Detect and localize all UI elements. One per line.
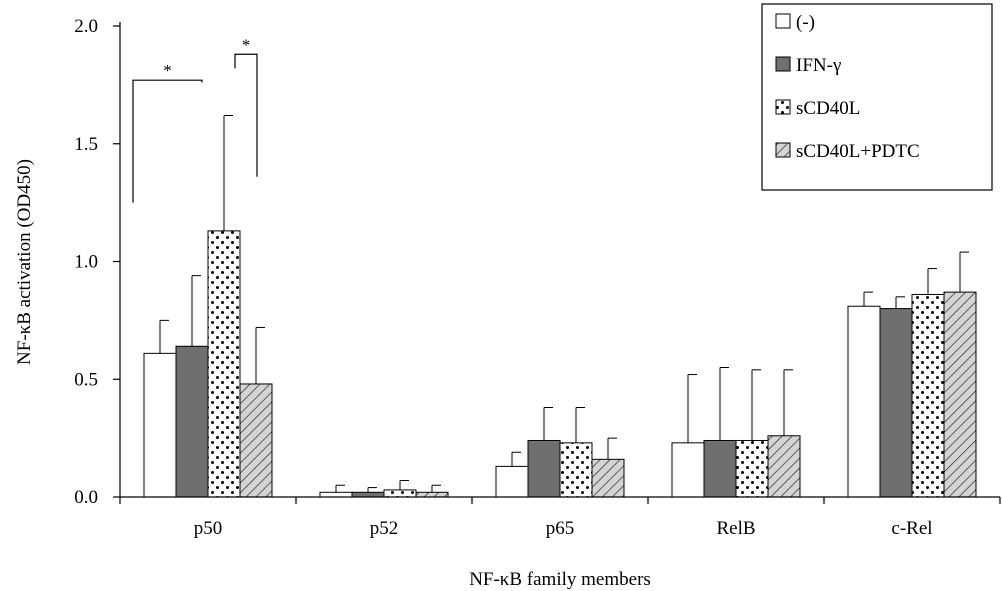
x-tick-label-p65: p65: [546, 518, 575, 539]
significance-annotations: **: [132, 35, 258, 203]
x-axis-title: NF-κB family members: [469, 569, 651, 590]
legend-item-2: sCD40L: [775, 98, 860, 119]
significance-bracket-2: *: [234, 35, 258, 177]
legend-item-0: (-): [775, 12, 815, 33]
bar-p52-s1: [351, 491, 385, 498]
legend-label: IFN-γ: [796, 55, 841, 76]
x-tick-label-p50: p50: [194, 518, 223, 539]
legend-swatch: [775, 13, 791, 29]
x-tick-label-p52: p52: [370, 518, 399, 539]
bar-p50-s2: [207, 230, 241, 498]
x-tick-label-relb: RelB: [716, 518, 755, 539]
bar-relb-s2: [735, 439, 769, 498]
bar-relb-s3: [767, 435, 801, 498]
legend-swatch: [775, 99, 791, 115]
bar-p65-s2: [559, 442, 593, 498]
bar-p50-s0: [143, 352, 177, 498]
bar-p52-s2: [383, 489, 417, 498]
legend: (-) IFN-γ sCD40L sCD40L+PDTC: [761, 3, 993, 191]
bar-p52-s3: [415, 491, 449, 498]
legend-swatch: [775, 56, 791, 72]
y-tick-label: 1.0: [74, 252, 98, 273]
bar-p50-s1: [175, 345, 209, 498]
y-tick-label: 2.0: [74, 16, 98, 37]
x-tick-label-c-rel: c-Rel: [891, 518, 932, 539]
y-tick-label: 0.0: [74, 487, 98, 508]
bars-layer: [143, 230, 977, 498]
legend-label: sCD40L: [796, 98, 860, 119]
bar-p52-s0: [319, 491, 353, 498]
y-axis-title: NF-κB activation (OD450): [14, 159, 35, 365]
y-tick-label: 1.5: [74, 134, 98, 155]
bar-p65-s0: [495, 465, 529, 498]
bar-relb-s0: [671, 442, 705, 498]
bar-p65-s1: [527, 439, 561, 498]
axes-layer: 0.0 0.5 1.0 1.5 2.0 p50 p52 p65 RelB c-Rel: [74, 16, 1001, 539]
legend-item-1: IFN-γ: [775, 55, 841, 76]
legend-frame: [761, 3, 993, 191]
bar-c-rel-s0: [847, 305, 881, 498]
error-bars-layer: [159, 114, 969, 493]
bar-c-rel-s2: [911, 293, 945, 498]
bracket-line: [132, 79, 203, 203]
bar-p65-s3: [591, 458, 625, 498]
significance-bracket-1: *: [132, 61, 203, 203]
legend-item-3: sCD40L+PDTC: [775, 141, 920, 162]
y-tick-label: 0.5: [74, 369, 98, 390]
bar-c-rel-s1: [879, 308, 913, 498]
bar-relb-s1: [703, 439, 737, 498]
significance-star: *: [242, 35, 251, 54]
legend-label: sCD40L+PDTC: [796, 141, 920, 162]
bar-c-rel-s3: [943, 291, 977, 498]
bar-p50-s3: [239, 383, 273, 498]
bracket-line: [234, 53, 258, 177]
legend-label: (-): [796, 12, 815, 33]
significance-star: *: [163, 61, 172, 80]
legend-swatch: [775, 142, 791, 158]
